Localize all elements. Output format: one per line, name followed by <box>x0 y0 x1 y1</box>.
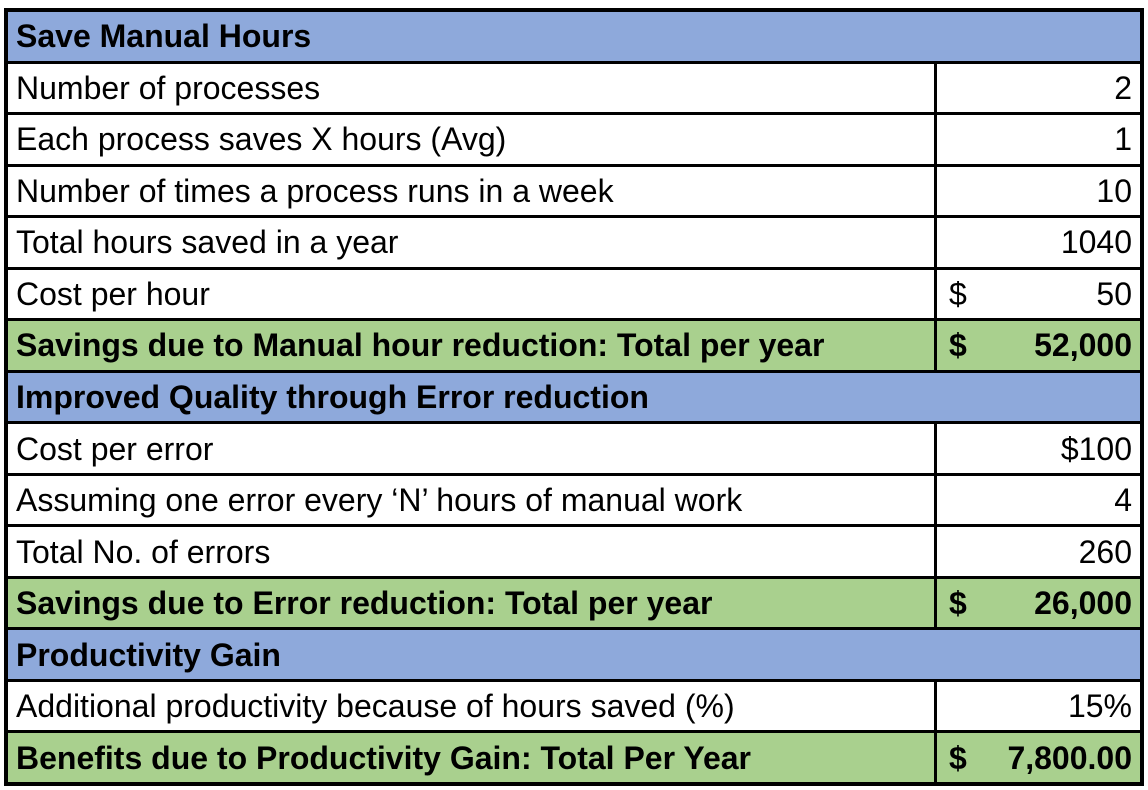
row-value: 10 <box>934 166 1140 216</box>
table-row: Total No. of errors 260 <box>8 524 1140 576</box>
section-title: Improved Quality through Error reduction <box>16 378 649 415</box>
table-row: Number of processes 2 <box>8 60 1140 113</box>
row-value: 260 <box>934 527 1140 576</box>
total-value: $ 52,000 <box>934 321 1140 370</box>
row-value: 1040 <box>934 218 1140 267</box>
currency-symbol: $ <box>949 275 967 312</box>
table-row: Assuming one error every ‘N’ hours of ma… <box>8 472 1140 525</box>
currency-symbol: $ <box>949 739 967 776</box>
total-label: Benefits due to Productivity Gain: Total… <box>16 739 751 776</box>
total-row-manual-hour-savings: Savings due to Manual hour reduction: To… <box>8 318 1140 370</box>
total-value: $ 26,000 <box>934 578 1140 628</box>
currency-symbol: $ <box>949 327 967 364</box>
currency-symbol: $ <box>949 585 967 622</box>
total-value-number: 7,800.00 <box>1007 739 1132 776</box>
row-label: Total hours saved in a year <box>16 224 399 261</box>
table-row: Each process saves X hours (Avg) 1 <box>8 112 1140 164</box>
row-value-number: 50 <box>1096 275 1132 312</box>
row-label: Assuming one error every ‘N’ hours of ma… <box>16 482 743 519</box>
total-label: Savings due to Manual hour reduction: To… <box>16 327 825 364</box>
section-title: Save Manual Hours <box>16 18 312 55</box>
section-title: Productivity Gain <box>16 636 281 673</box>
total-row-error-reduction-savings: Savings due to Error reduction: Total pe… <box>8 575 1140 628</box>
total-label: Savings due to Error reduction: Total pe… <box>16 585 713 622</box>
row-value: 1 <box>934 115 1140 164</box>
section-header-row-error-reduction: Improved Quality through Error reduction <box>8 369 1140 422</box>
row-value: 4 <box>934 475 1140 525</box>
table-row: Total hours saved in a year 1040 <box>8 215 1140 267</box>
row-value: $100 <box>934 424 1140 473</box>
table-row: Additional productivity because of hours… <box>8 678 1140 731</box>
total-value-number: 52,000 <box>1034 327 1132 364</box>
total-value: $ 7,800.00 <box>934 733 1140 782</box>
row-label: Each process saves X hours (Avg) <box>16 121 507 158</box>
roi-benefits-table: Save Manual Hours Number of processes 2 … <box>4 8 1144 786</box>
row-label: Cost per error <box>16 430 214 467</box>
section-header-row-productivity-gain: Productivity Gain <box>8 627 1140 679</box>
section-header-row-save-manual-hours: Save Manual Hours <box>8 12 1140 61</box>
row-value: 2 <box>934 63 1140 113</box>
row-label: Number of times a process runs in a week <box>16 172 614 209</box>
table-row: Cost per error $100 <box>8 421 1140 473</box>
row-value: $ 50 <box>934 269 1140 319</box>
total-row-productivity-gain-benefits: Benefits due to Productivity Gain: Total… <box>8 730 1140 782</box>
row-label: Total No. of errors <box>16 533 271 570</box>
total-value-number: 26,000 <box>1034 585 1132 622</box>
row-label: Cost per hour <box>16 275 210 312</box>
table-row: Cost per hour $ 50 <box>8 266 1140 319</box>
row-label: Number of processes <box>16 69 321 106</box>
row-label: Additional productivity because of hours… <box>16 688 735 725</box>
table-row: Number of times a process runs in a week… <box>8 163 1140 216</box>
row-value: 15% <box>934 681 1140 731</box>
